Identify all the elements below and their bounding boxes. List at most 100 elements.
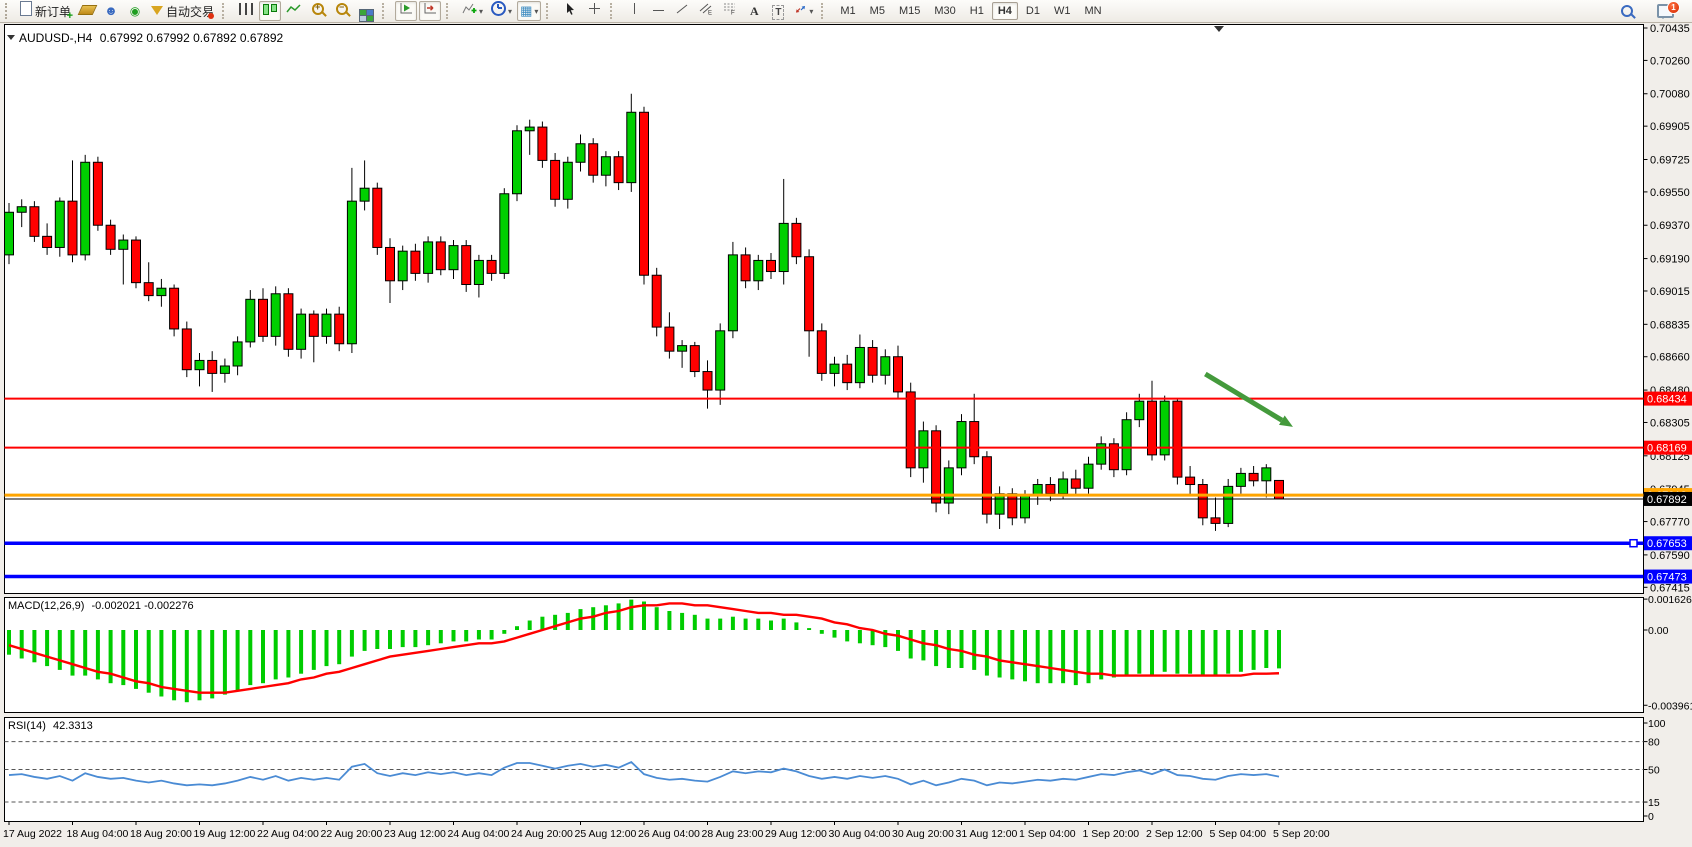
svg-text:18 Aug 20:00: 18 Aug 20:00 — [130, 828, 192, 840]
chevron-down-icon[interactable]: ▾ — [479, 6, 484, 16]
rsi-axis[interactable]: 100 80 50 15 0 — [1643, 718, 1666, 823]
svg-text:22 Aug 20:00: 22 Aug 20:00 — [321, 828, 383, 840]
chevron-down-icon[interactable]: ▾ — [508, 6, 513, 16]
text-button[interactable]: A — [743, 1, 765, 21]
tile-windows-button[interactable] — [355, 1, 377, 22]
timeframe-D1-button[interactable]: D1 — [1025, 5, 1040, 17]
macd-histogram — [7, 599, 1281, 703]
cursor-icon — [565, 2, 576, 21]
zoom-out-icon: − — [336, 2, 349, 20]
svg-text:-0.003961: -0.003961 — [1648, 700, 1692, 712]
candlesticks — [4, 93, 1284, 531]
svg-text:0.69725: 0.69725 — [1650, 154, 1690, 166]
hline-icon — [652, 2, 665, 20]
line-chart-mode-button[interactable] — [283, 1, 305, 21]
svg-text:0.68660: 0.68660 — [1650, 352, 1690, 364]
timeframe-M1-button[interactable]: M1 — [840, 5, 856, 17]
styler-button[interactable] — [76, 1, 98, 21]
rsi-line — [8, 760, 1280, 787]
svg-text:1 Sep 04:00: 1 Sep 04:00 — [1019, 828, 1076, 840]
trend-arrow-annotation[interactable] — [1204, 371, 1293, 427]
timeframe-M30-button[interactable]: M30 — [934, 5, 956, 17]
svg-text:17 Aug 2022: 17 Aug 2022 — [3, 828, 62, 840]
fibonacci-button[interactable]: F — [719, 1, 741, 21]
svg-text:24 Aug 04:00: 24 Aug 04:00 — [448, 828, 510, 840]
svg-text:0.69015: 0.69015 — [1650, 286, 1690, 298]
price-label-0.68169: 0.68169 — [1644, 440, 1692, 455]
timeframe-MN-button[interactable]: MN — [1084, 5, 1102, 17]
svg-text:0.67892: 0.67892 — [1647, 494, 1687, 506]
auto-scroll-icon — [399, 2, 414, 20]
svg-text:0.68305: 0.68305 — [1650, 417, 1690, 429]
text-icon: A — [750, 4, 759, 18]
candle-chart-mode-button[interactable] — [259, 1, 282, 21]
templates-button[interactable]: ▦ ▾ — [517, 1, 542, 21]
price-label-0.68434: 0.68434 — [1644, 391, 1692, 406]
horizontal-line-button[interactable] — [647, 1, 669, 21]
svg-text:5 Sep 04:00: 5 Sep 04:00 — [1210, 828, 1267, 840]
svg-text:0.70435: 0.70435 — [1650, 23, 1690, 35]
svg-text:0.70080: 0.70080 — [1650, 89, 1690, 101]
signals-button[interactable]: ◉ — [124, 1, 146, 21]
svg-text:30 Aug 04:00: 30 Aug 04:00 — [829, 828, 891, 840]
ohlc-values: 0.67992 0.67992 0.67892 0.67892 — [99, 31, 284, 45]
auto-scroll-button[interactable] — [395, 1, 418, 21]
timeframe-M5-button[interactable]: M5 — [869, 5, 885, 17]
price-label-0.67473: 0.67473 — [1644, 569, 1692, 584]
timeframe-W1-button[interactable]: W1 — [1053, 5, 1071, 17]
chevron-down-icon[interactable]: ▾ — [534, 6, 539, 16]
svg-text:26 Aug 04:00: 26 Aug 04:00 — [638, 828, 700, 840]
price-label-0.67892: 0.67892 — [1644, 491, 1692, 506]
macd-pane[interactable] — [4, 597, 1644, 713]
chart-shift-button[interactable] — [419, 1, 442, 21]
crosshair-icon — [588, 2, 601, 20]
text-label-button[interactable]: T — [767, 1, 789, 21]
toolbar-grip[interactable] — [5, 3, 12, 19]
svg-text:28 Aug 23:00: 28 Aug 23:00 — [702, 828, 764, 840]
svg-text:1 Sep 20:00: 1 Sep 20:00 — [1083, 828, 1140, 840]
zoom-in-button[interactable]: + — [307, 1, 329, 21]
vertical-line-button[interactable] — [623, 1, 645, 21]
notifications-button[interactable]: 1 — [1654, 1, 1680, 21]
autotrade-button[interactable]: 自动交易 — [148, 1, 217, 21]
svg-text:E: E — [708, 11, 712, 16]
eraser-icon — [77, 2, 97, 20]
candles-icon — [263, 2, 278, 20]
publisher-button[interactable]: ☻ — [100, 1, 122, 21]
time-axis[interactable]: 17 Aug 2022 18 Aug 04:00 18 Aug 20:00 19 Au… — [3, 821, 1330, 841]
svg-text:0.69370: 0.69370 — [1650, 220, 1690, 232]
svg-text:18 Aug 04:00: 18 Aug 04:00 — [67, 828, 129, 840]
timeframe-H4-button[interactable]: H4 — [991, 2, 1018, 20]
chart-shift-marker[interactable] — [1214, 26, 1224, 32]
chevron-down-icon[interactable]: ▾ — [809, 6, 814, 16]
toolbar: + 新订单 ☻ ◉ 自动交易 + − ▾ ▾ ▦ ▾ E F A T ▾ M1 M5 M15 M30 H1 H4 D1 W1 M… — [0, 0, 1692, 23]
svg-text:0: 0 — [1648, 811, 1654, 823]
zoom-in-icon: + — [312, 2, 325, 20]
zoom-out-button[interactable]: − — [331, 1, 353, 21]
svg-text:23 Aug 12:00: 23 Aug 12:00 — [384, 828, 446, 840]
bar-chart-mode-button[interactable] — [235, 1, 257, 21]
arrows-button[interactable]: ▾ — [791, 1, 816, 21]
price-axis[interactable]: 0.70435 0.70260 0.70080 0.69905 0.69725 0.695… — [1643, 23, 1690, 594]
symbol-dropdown-icon[interactable] — [7, 35, 15, 40]
macd-axis[interactable]: 0.001626 0.00 -0.003961 — [1643, 594, 1692, 712]
cursor-button[interactable] — [559, 1, 581, 21]
timeframe-M15-button[interactable]: M15 — [898, 5, 921, 17]
timeframe-H1-button[interactable]: H1 — [969, 5, 984, 17]
vline-icon — [630, 2, 639, 20]
indicators-button[interactable]: ▾ — [459, 1, 486, 21]
svg-text:0.67415: 0.67415 — [1650, 582, 1690, 594]
svg-text:0.68169: 0.68169 — [1647, 443, 1687, 455]
hline-handle[interactable] — [1629, 538, 1638, 548]
svg-text:19 Aug 12:00: 19 Aug 12:00 — [194, 828, 256, 840]
equidistant-channel-button[interactable]: E — [695, 1, 717, 21]
svg-text:100: 100 — [1648, 718, 1666, 730]
search-button[interactable] — [1616, 1, 1638, 21]
svg-text:30 Aug 20:00: 30 Aug 20:00 — [892, 828, 954, 840]
trendline-button[interactable] — [671, 1, 693, 21]
price-label-0.67653: 0.67653 — [1644, 536, 1692, 551]
periods-button[interactable]: ▾ — [488, 1, 515, 21]
crosshair-button[interactable] — [583, 1, 605, 21]
new-order-button[interactable]: + 新订单 — [17, 1, 74, 22]
